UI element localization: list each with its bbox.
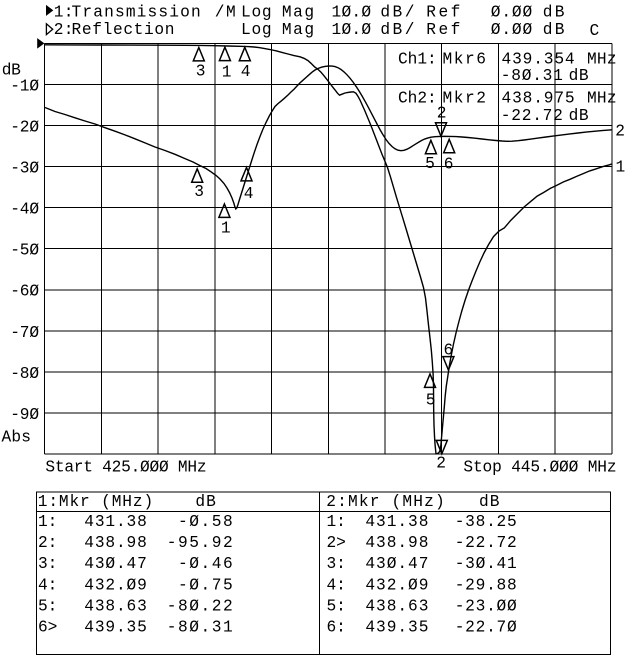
svg-text:Ch2:: Ch2: [398, 90, 437, 108]
svg-text:5: 5 [425, 155, 435, 173]
svg-text:-22.7Ø: -22.7Ø [455, 619, 518, 637]
svg-text:Ch1:: Ch1: [398, 50, 437, 68]
svg-text:MHz: MHz [587, 90, 617, 108]
svg-text:438.975: 438.975 [502, 90, 576, 108]
svg-text:2>: 2> [327, 534, 346, 552]
svg-text:Abs: Abs [2, 428, 32, 446]
svg-text:-Ø.75: -Ø.75 [178, 576, 234, 594]
svg-text:4:: 4: [327, 576, 346, 594]
svg-text:2:Mkr (MHz): 2:Mkr (MHz) [326, 493, 446, 511]
svg-text:3: 3 [196, 63, 206, 81]
svg-text:1Ø.Ø: 1Ø.Ø [332, 21, 372, 39]
svg-text:4: 4 [244, 185, 254, 203]
svg-text:Ø.ØØ: Ø.ØØ [491, 3, 533, 21]
svg-text:3: 3 [194, 183, 204, 201]
svg-text:dB: dB [195, 493, 217, 511]
svg-text:4: 4 [241, 63, 251, 81]
svg-text:Start 425.ØØØ MHz: Start 425.ØØØ MHz [45, 459, 206, 477]
svg-text:-22.72: -22.72 [501, 107, 564, 125]
svg-text:43Ø.47: 43Ø.47 [84, 555, 147, 573]
svg-text:-3Ø.41: -3Ø.41 [455, 555, 518, 573]
svg-text:43Ø.47: 43Ø.47 [365, 555, 429, 573]
svg-text:2:: 2: [54, 21, 74, 39]
svg-text:-9Ø: -9Ø [10, 406, 39, 424]
svg-text:-1Ø: -1Ø [10, 77, 39, 95]
svg-text:439.354: 439.354 [502, 50, 576, 68]
svg-text:-8Ø.22: -8Ø.22 [167, 597, 235, 615]
svg-text:1: 1 [616, 159, 626, 177]
svg-text:1:Mkr (MHz): 1:Mkr (MHz) [38, 493, 154, 511]
svg-text:-4Ø: -4Ø [10, 201, 39, 219]
svg-text:2:: 2: [38, 534, 57, 552]
svg-text:dB: dB [543, 3, 567, 21]
svg-text:438.98: 438.98 [365, 534, 429, 552]
svg-text:1:: 1: [327, 513, 346, 531]
svg-text:1: 1 [221, 220, 231, 238]
svg-text:5:: 5: [327, 597, 346, 615]
svg-text:6>: 6> [38, 619, 57, 637]
svg-text:-8Ø.31: -8Ø.31 [501, 67, 564, 85]
svg-text:431.38: 431.38 [365, 513, 429, 531]
svg-text:2: 2 [437, 105, 447, 123]
svg-text:Log: Log [241, 3, 272, 21]
svg-text:1:: 1: [54, 3, 74, 21]
svg-text:6: 6 [444, 341, 454, 359]
svg-text:Mag: Mag [282, 21, 316, 39]
svg-text:-29.88: -29.88 [455, 576, 518, 594]
svg-text:Mkr2: Mkr2 [443, 90, 488, 108]
svg-text:-2Ø: -2Ø [10, 118, 39, 136]
svg-text:-38.25: -38.25 [455, 513, 518, 531]
svg-text:1: 1 [222, 63, 232, 81]
svg-text:-8Ø: -8Ø [10, 365, 39, 383]
svg-text:Stop 445.ØØØ MHz: Stop 445.ØØØ MHz [463, 459, 616, 477]
svg-text:431.38: 431.38 [84, 513, 147, 531]
svg-text:2: 2 [615, 122, 625, 140]
svg-text:-22.72: -22.72 [455, 534, 518, 552]
svg-text:-7Ø: -7Ø [10, 324, 39, 342]
svg-text:Transmission: Transmission [72, 3, 202, 21]
svg-text:Mkr6: Mkr6 [443, 50, 488, 68]
svg-text:Reflection: Reflection [72, 21, 176, 39]
svg-text:dB/: dB/ [380, 3, 417, 21]
svg-text:432.Ø9: 432.Ø9 [365, 576, 429, 594]
svg-text:dB: dB [479, 493, 501, 511]
svg-text:432.Ø9: 432.Ø9 [84, 576, 147, 594]
svg-text:-5Ø: -5Ø [10, 242, 39, 260]
svg-text:6:: 6: [327, 619, 346, 637]
svg-text:Ø.ØØ: Ø.ØØ [491, 21, 533, 39]
svg-text:5: 5 [426, 391, 436, 409]
svg-text:dB: dB [543, 21, 567, 39]
svg-text:5:: 5: [38, 597, 57, 615]
svg-text:/M: /M [215, 3, 237, 21]
svg-text:dB: dB [569, 67, 590, 85]
svg-text:4:: 4: [38, 576, 57, 594]
svg-text:-6Ø: -6Ø [10, 283, 39, 301]
svg-text:Ref: Ref [426, 3, 463, 21]
svg-text:-Ø.46: -Ø.46 [178, 555, 234, 573]
svg-text:MHz: MHz [587, 50, 617, 68]
svg-text:3:: 3: [327, 555, 346, 573]
svg-text:1Ø.Ø: 1Ø.Ø [332, 3, 372, 21]
svg-text:3:: 3: [38, 555, 57, 573]
svg-text:-95.92: -95.92 [167, 534, 235, 552]
svg-text:-3Ø: -3Ø [10, 159, 39, 177]
svg-text:439.35: 439.35 [365, 619, 429, 637]
svg-text:Ref: Ref [426, 21, 463, 39]
svg-text:6: 6 [444, 155, 454, 173]
svg-text:-Ø.58: -Ø.58 [178, 513, 234, 531]
svg-text:C: C [590, 22, 600, 40]
svg-text:438.63: 438.63 [365, 597, 429, 615]
svg-text:-23.ØØ: -23.ØØ [455, 597, 518, 615]
svg-text:439.35: 439.35 [84, 619, 147, 637]
svg-text:438.63: 438.63 [84, 597, 147, 615]
svg-text:dB: dB [2, 62, 21, 80]
svg-text:Mag: Mag [282, 3, 316, 21]
svg-text:1:: 1: [38, 513, 57, 531]
svg-text:dB/: dB/ [380, 21, 417, 39]
svg-text:Log: Log [241, 21, 272, 39]
svg-text:2: 2 [436, 454, 446, 472]
svg-text:-8Ø.31: -8Ø.31 [167, 619, 235, 637]
svg-text:438.98: 438.98 [84, 534, 147, 552]
svg-text:dB: dB [569, 107, 590, 125]
